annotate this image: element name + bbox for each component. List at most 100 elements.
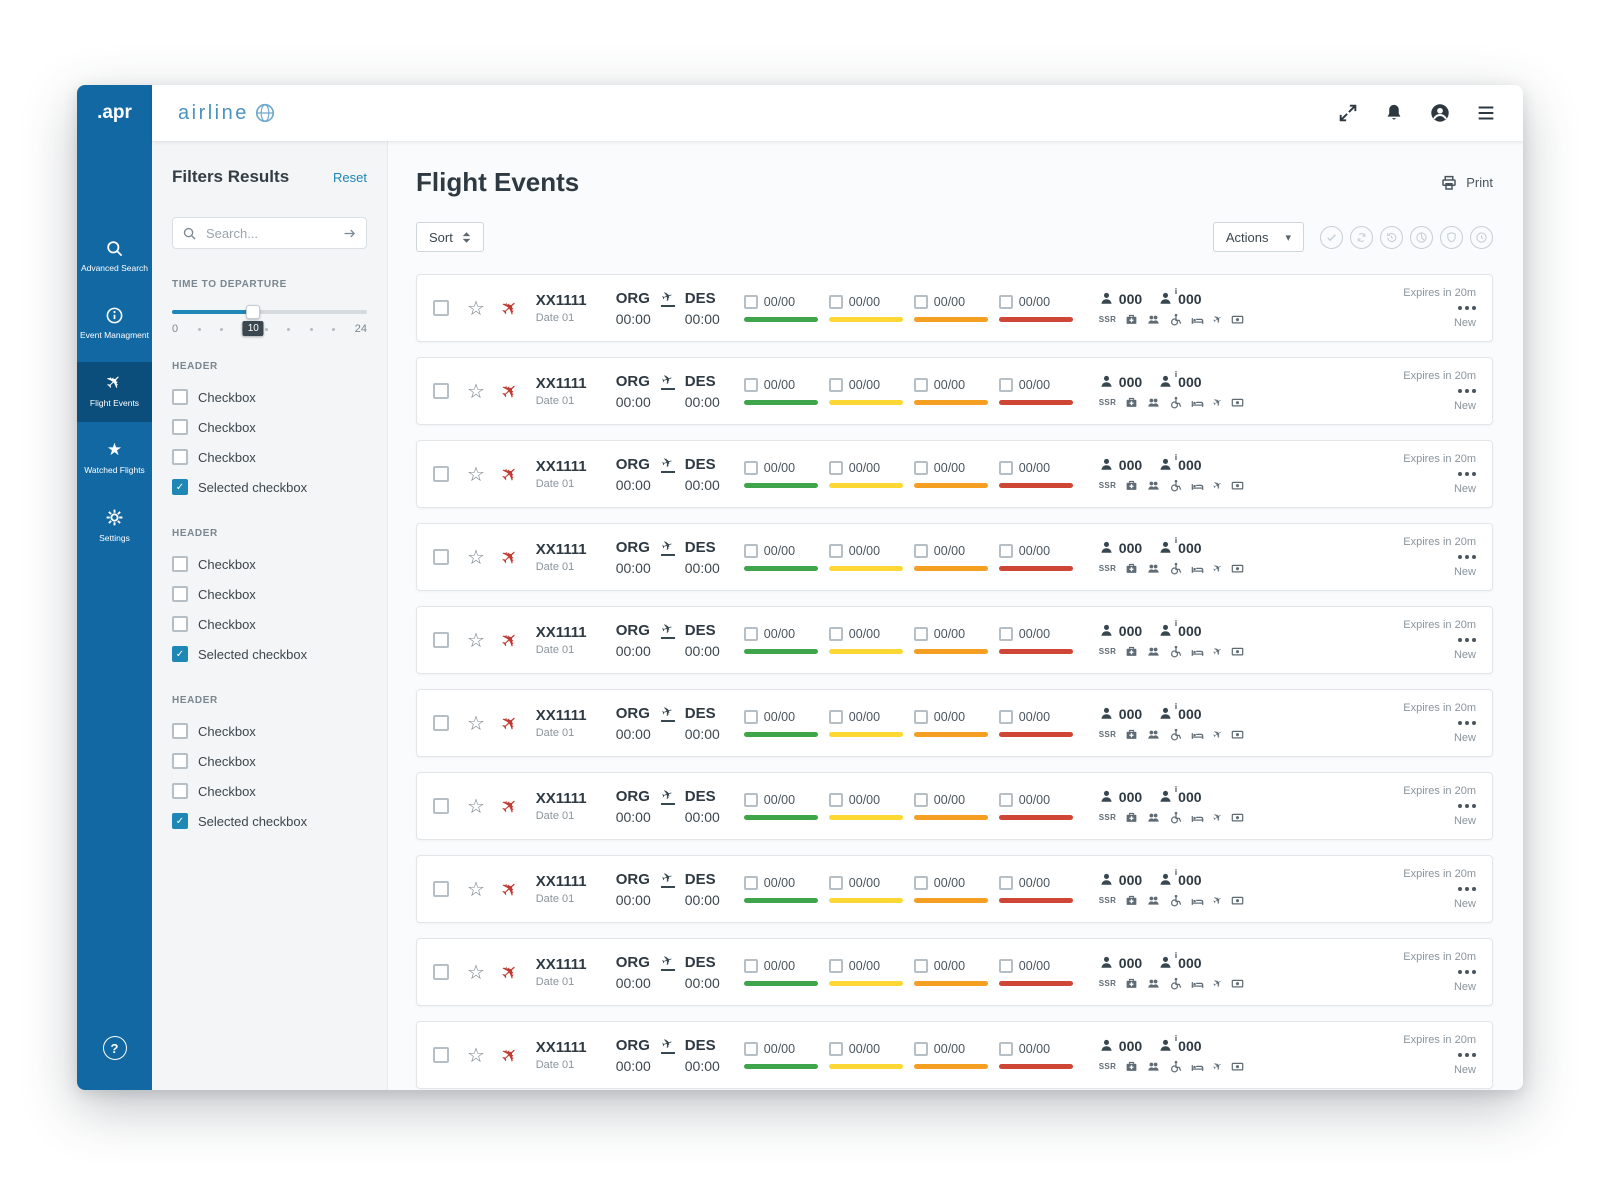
row-select-checkbox[interactable] (433, 300, 449, 316)
more-menu-icon[interactable] (1458, 470, 1476, 478)
metric-checkbox[interactable] (828, 792, 843, 807)
sidebar-item-flight-events[interactable]: ✈ Flight Events (77, 361, 152, 423)
checkbox[interactable] (172, 419, 188, 435)
sidebar-item-watched-flights[interactable]: ★ Watched Flights (77, 429, 152, 489)
metric-checkbox[interactable] (828, 543, 843, 558)
more-menu-icon[interactable] (1458, 387, 1476, 395)
metric-checkbox[interactable] (998, 709, 1013, 724)
print-button[interactable]: Print (1440, 174, 1493, 192)
metric-checkbox[interactable] (743, 460, 758, 475)
metric-checkbox[interactable] (913, 626, 928, 641)
pie-chart-icon[interactable] (1410, 225, 1433, 249)
checkbox[interactable] (172, 556, 188, 572)
checkbox[interactable] (172, 616, 188, 632)
sidebar-item-settings[interactable]: Settings (77, 497, 152, 557)
watch-star-icon[interactable]: ☆ (467, 877, 485, 901)
more-menu-icon[interactable] (1458, 719, 1476, 727)
metric-checkbox[interactable] (913, 958, 928, 973)
row-select-checkbox[interactable] (433, 1047, 449, 1063)
approve-icon[interactable] (1320, 225, 1343, 249)
reset-filters-link[interactable]: Reset (333, 170, 367, 185)
metric-checkbox[interactable] (913, 294, 928, 309)
metric-checkbox[interactable] (828, 294, 843, 309)
metric-checkbox[interactable] (828, 460, 843, 475)
more-menu-icon[interactable] (1458, 636, 1476, 644)
metric-checkbox[interactable] (743, 792, 758, 807)
metric-checkbox[interactable] (828, 626, 843, 641)
sidebar-item-event-managment[interactable]: Event Managment (77, 294, 152, 354)
watch-star-icon[interactable]: ☆ (467, 711, 485, 735)
watch-star-icon[interactable]: ☆ (467, 794, 485, 818)
filter-checkbox-row[interactable]: Checkbox (172, 716, 367, 746)
metric-checkbox[interactable] (998, 460, 1013, 475)
metric-checkbox[interactable] (998, 875, 1013, 890)
metric-checkbox[interactable] (998, 792, 1013, 807)
time-to-departure-slider[interactable]: 10 (172, 305, 367, 336)
metric-checkbox[interactable] (828, 377, 843, 392)
checkbox[interactable] (172, 586, 188, 602)
search-input[interactable] (204, 224, 335, 242)
metric-checkbox[interactable] (828, 958, 843, 973)
row-select-checkbox[interactable] (433, 549, 449, 565)
filter-checkbox-row[interactable]: Checkbox (172, 382, 367, 412)
metric-checkbox[interactable] (913, 377, 928, 392)
account-icon[interactable] (1429, 102, 1451, 124)
watch-star-icon[interactable]: ☆ (467, 545, 485, 569)
sidebar-item-advanced-search[interactable]: Advanced Search (77, 227, 152, 287)
search-submit-arrow-icon[interactable] (342, 226, 357, 241)
metric-checkbox[interactable] (998, 377, 1013, 392)
metric-checkbox[interactable] (913, 1041, 928, 1056)
watch-star-icon[interactable]: ☆ (467, 462, 485, 486)
filter-checkbox-row[interactable]: Checkbox (172, 442, 367, 472)
filter-checkbox-row[interactable]: Checkbox (172, 609, 367, 639)
help-button[interactable]: ? (102, 1036, 127, 1060)
metric-checkbox[interactable] (743, 1041, 758, 1056)
metric-checkbox[interactable] (998, 626, 1013, 641)
watch-star-icon[interactable]: ☆ (467, 960, 485, 984)
more-menu-icon[interactable] (1458, 802, 1476, 810)
row-select-checkbox[interactable] (433, 632, 449, 648)
checkbox[interactable] (172, 753, 188, 769)
filter-checkbox-row[interactable]: Selected checkbox (172, 806, 367, 836)
metric-checkbox[interactable] (828, 1041, 843, 1056)
history-icon[interactable] (1380, 225, 1403, 249)
more-menu-icon[interactable] (1458, 553, 1476, 561)
metric-checkbox[interactable] (743, 626, 758, 641)
row-select-checkbox[interactable] (433, 715, 449, 731)
metric-checkbox[interactable] (913, 875, 928, 890)
filter-checkbox-row[interactable]: Checkbox (172, 776, 367, 806)
row-select-checkbox[interactable] (433, 881, 449, 897)
metric-checkbox[interactable] (743, 875, 758, 890)
watch-star-icon[interactable]: ☆ (467, 628, 485, 652)
checkbox[interactable] (172, 813, 188, 829)
clock-icon[interactable] (1470, 225, 1493, 249)
metric-checkbox[interactable] (743, 709, 758, 724)
watch-star-icon[interactable]: ☆ (467, 296, 485, 320)
metric-checkbox[interactable] (743, 294, 758, 309)
metric-checkbox[interactable] (998, 543, 1013, 558)
metric-checkbox[interactable] (998, 958, 1013, 973)
checkbox[interactable] (172, 646, 188, 662)
more-menu-icon[interactable] (1458, 304, 1476, 312)
filter-checkbox-row[interactable]: Checkbox (172, 549, 367, 579)
more-menu-icon[interactable] (1458, 968, 1476, 976)
checkbox[interactable] (172, 449, 188, 465)
filter-checkbox-row[interactable]: Selected checkbox (172, 472, 367, 502)
row-select-checkbox[interactable] (433, 798, 449, 814)
checkbox[interactable] (172, 783, 188, 799)
filter-checkbox-row[interactable]: Selected checkbox (172, 639, 367, 669)
more-menu-icon[interactable] (1458, 1051, 1476, 1059)
slider-handle[interactable] (246, 305, 261, 319)
checkbox[interactable] (172, 389, 188, 405)
shield-icon[interactable] (1440, 225, 1463, 249)
metric-checkbox[interactable] (913, 543, 928, 558)
metric-checkbox[interactable] (828, 709, 843, 724)
watch-star-icon[interactable]: ☆ (467, 379, 485, 403)
sync-icon[interactable] (1350, 225, 1373, 249)
filter-checkbox-row[interactable]: Checkbox (172, 746, 367, 776)
row-select-checkbox[interactable] (433, 466, 449, 482)
filter-checkbox-row[interactable]: Checkbox (172, 412, 367, 442)
metric-checkbox[interactable] (828, 875, 843, 890)
metric-checkbox[interactable] (743, 377, 758, 392)
checkbox[interactable] (172, 479, 188, 495)
